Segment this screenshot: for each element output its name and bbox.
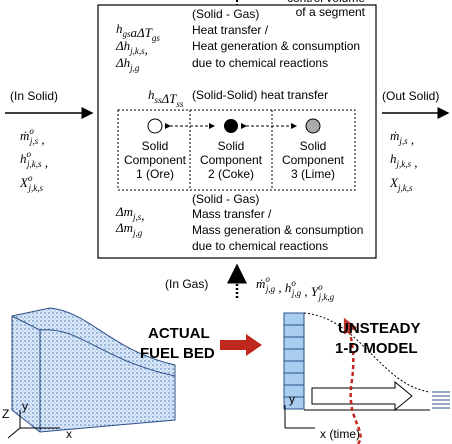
- term-sup: o: [265, 274, 270, 284]
- term-sub: ss: [176, 99, 184, 109]
- diagram: control volumeof a segmenthgsaΔTgsΔhj,k,…: [0, 0, 452, 444]
- term-main: ,: [141, 208, 144, 223]
- term-sub: j,g: [265, 284, 276, 294]
- term-sup: o: [28, 173, 33, 183]
- term-sup: o: [318, 282, 323, 292]
- transform-arrow: [220, 334, 262, 356]
- label: (In Gas): [165, 277, 208, 291]
- label: (Out Solid): [382, 89, 439, 103]
- label: 2 (Coke): [208, 167, 254, 181]
- term-main: ΔT: [161, 91, 178, 106]
- label: (In Solid): [10, 89, 58, 103]
- term-main: ΔT: [136, 25, 153, 40]
- term-sub: j,k,s: [397, 183, 413, 193]
- label: y: [289, 392, 295, 406]
- label: x: [66, 427, 72, 441]
- label: Component: [124, 153, 187, 167]
- label: FUEL BED: [140, 345, 215, 362]
- label: UNSTEADY: [338, 320, 421, 337]
- label: (Solid-Solid) heat transfer: [192, 88, 328, 102]
- label: Z: [2, 407, 9, 421]
- term-sub: j,k,s: [129, 46, 145, 56]
- term-main: ,: [42, 155, 49, 170]
- label: y: [22, 399, 28, 413]
- label: Heat generation & consumption: [192, 39, 360, 53]
- label: (Solid - Gas): [192, 7, 259, 21]
- term-sub: j,k,g: [318, 292, 335, 302]
- label: ACTUAL: [148, 325, 210, 342]
- math-term: Xj,k,s: [389, 175, 413, 193]
- label: Solid: [142, 139, 169, 153]
- label: (Solid - Gas): [192, 192, 259, 206]
- label: Component: [282, 153, 345, 167]
- term-main: Δh: [115, 55, 130, 70]
- math-term: hj,k,s ,: [390, 151, 418, 170]
- label: Heat transfer /: [192, 23, 269, 37]
- term-main: ,: [145, 42, 148, 57]
- term-sub: j,g: [132, 228, 143, 238]
- term-sub: j,k,s: [396, 159, 412, 169]
- term-main: ,: [408, 132, 415, 147]
- term-main: ṁ: [256, 276, 265, 291]
- term-sup: o: [29, 126, 34, 136]
- term-main: ṁ: [20, 128, 29, 143]
- label: Mass transfer /: [192, 207, 272, 221]
- label: due to chemical reactions: [192, 56, 328, 70]
- label: 1 (Ore): [136, 167, 174, 181]
- term-sup: o: [291, 278, 296, 288]
- label: Solid: [300, 139, 327, 153]
- term-sup: o: [27, 149, 32, 159]
- label: Solid: [218, 139, 245, 153]
- term-sub: j,k,s: [26, 159, 42, 169]
- term-main: Δm: [115, 220, 133, 235]
- term-sub: gs: [152, 33, 161, 43]
- label: Mass generation & consumption: [192, 223, 363, 237]
- label: Component: [200, 153, 263, 167]
- term-main: ,: [411, 155, 418, 170]
- label: of a segment: [296, 5, 366, 19]
- term-main: ,: [301, 284, 311, 299]
- term-main: ṁ: [390, 128, 399, 143]
- label: 1-D MODEL: [335, 340, 418, 357]
- term-sub: j,g: [291, 288, 302, 298]
- term-main: ,: [275, 280, 285, 295]
- term-main: Δh: [115, 38, 130, 53]
- label: 3 (Lime): [291, 167, 335, 181]
- term-main: ,: [38, 132, 45, 147]
- math-term: ṁj,s ,: [390, 128, 414, 147]
- label: due to chemical reactions: [192, 239, 328, 253]
- term-sub: j,g: [129, 63, 140, 73]
- term-sub: j,k,s: [27, 183, 43, 193]
- term-main: Δm: [115, 204, 133, 219]
- label: x (time): [320, 427, 360, 441]
